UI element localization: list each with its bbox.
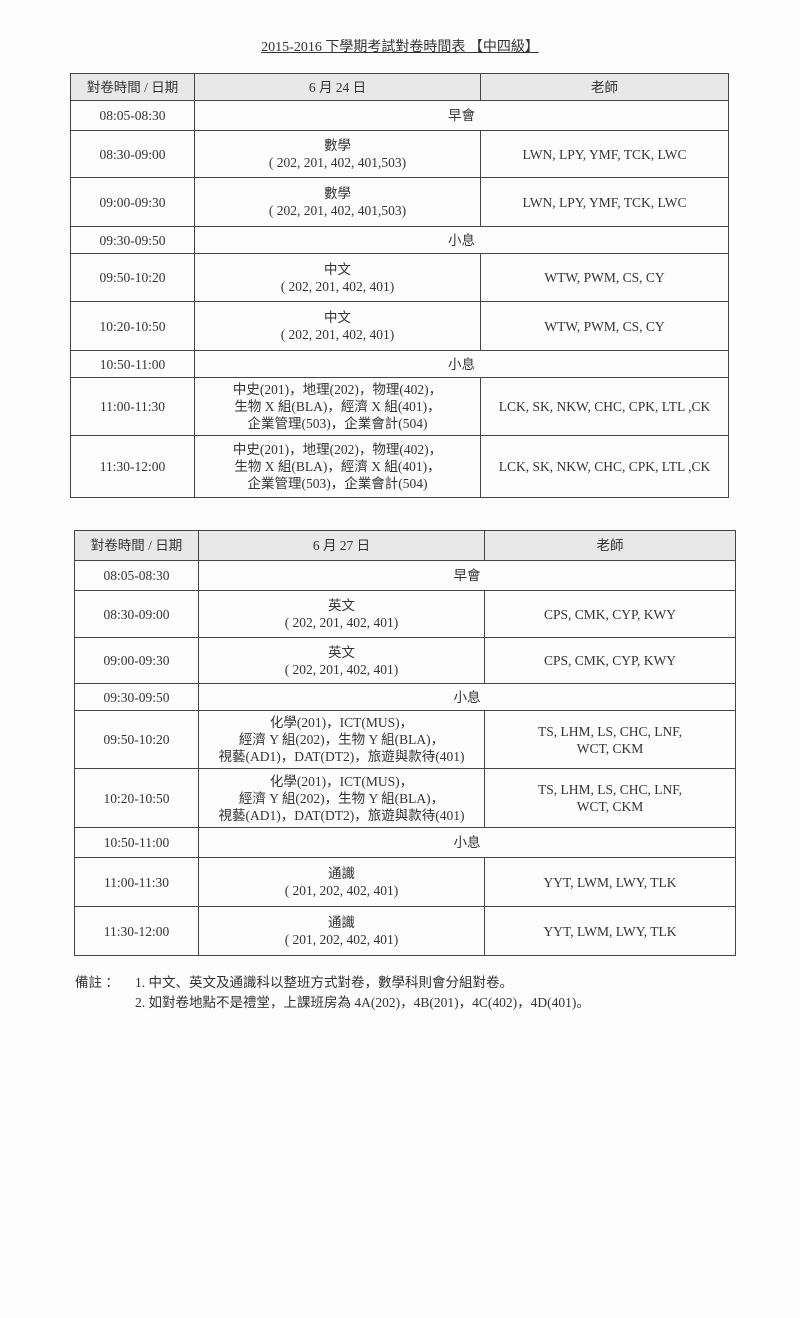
table-row: 09:00-09:30 英文 ( 202, 201, 402, 401) CPS, … <box>74 637 736 684</box>
remark-item: 1. 中文、英文及通識科以整班方式對卷，數學科則會分組對卷。 <box>135 975 513 990</box>
subject-cell: 化學(201)，ICT(MUS)， 經濟 Y 組(202)，生物 Y 組(BLA… <box>198 710 485 769</box>
time-header: 對卷時間 / 日期 <box>74 530 199 561</box>
break-cell: 小息 <box>198 683 736 711</box>
teachers-cell: CPS, CMK, CYP, KWY <box>484 637 736 684</box>
subject-cell: 通識 ( 201, 202, 402, 401) <box>198 857 485 907</box>
teacher-header: 老師 <box>480 73 729 101</box>
time-cell: 11:30-12:00 <box>70 435 195 498</box>
teachers-cell: TS, LHM, LS, CHC, LNF, WCT, CKM <box>484 710 736 769</box>
teachers-cell: WTW, PWM, CS, CY <box>480 301 729 351</box>
subject-cell: 英文 ( 202, 201, 402, 401) <box>198 590 485 638</box>
teachers-cell: WTW, PWM, CS, CY <box>480 253 729 302</box>
time-cell: 09:50-10:20 <box>74 710 199 769</box>
table-row: 08:30-09:00 數學 ( 202, 201, 402, 401,503) L… <box>70 130 729 178</box>
break-cell: 小息 <box>198 827 736 858</box>
time-cell: 11:00-11:30 <box>70 377 195 436</box>
table-row: 11:00-11:30 通識 ( 201, 202, 402, 401) YYT, … <box>74 857 736 907</box>
table-row: 08:30-09:00 英文 ( 202, 201, 402, 401) CPS, … <box>74 590 736 638</box>
remarks: 備註 ： 1. 中文、英文及通識科以整班方式對卷，數學科則會分組對卷。 2. 如… <box>75 973 590 1013</box>
table-row: 11:30-12:00 中史(201)，地理(202)，物理(402)， 生物 X… <box>70 435 729 498</box>
subject-cell: 中史(201)，地理(202)，物理(402)， 生物 X 組(BLA)，經濟 … <box>194 377 481 436</box>
subject-cell: 中文 ( 202, 201, 402, 401) <box>194 253 481 302</box>
time-header: 對卷時間 / 日期 <box>70 73 195 101</box>
time-cell: 09:30-09:50 <box>70 226 195 254</box>
break-cell: 早會 <box>194 100 729 131</box>
date-header: 6 月 27 日 <box>198 530 485 561</box>
teachers-cell: LCK, SK, NKW, CHC, CPK, LTL ,CK <box>480 377 729 436</box>
remark-item: 2. 如對卷地點不是禮堂，上課班房為 4A(202)，4B(201)，4C(40… <box>135 995 590 1010</box>
teachers-cell: LCK, SK, NKW, CHC, CPK, LTL ,CK <box>480 435 729 498</box>
subject-cell: 中文 ( 202, 201, 402, 401) <box>194 301 481 351</box>
subject-cell: 數學 ( 202, 201, 402, 401,503) <box>194 130 481 178</box>
table-row: 10:50-11:00 小息 <box>74 827 736 858</box>
teachers-cell: YYT, LWM, LWY, TLK <box>484 906 736 956</box>
time-cell: 10:20-10:50 <box>70 301 195 351</box>
table-row: 08:05-08:30 早會 <box>74 560 736 591</box>
table-row: 11:00-11:30 中史(201)，地理(202)，物理(402)， 生物 X… <box>70 377 729 436</box>
subject-cell: 化學(201)，ICT(MUS)， 經濟 Y 組(202)，生物 Y 組(BLA… <box>198 768 485 828</box>
schedule-table-june-27: 對卷時間 / 日期 6 月 27 日老師 08:05-08:30 早會 08:30-09… <box>74 530 736 956</box>
table-row: 09:30-09:50 小息 <box>70 226 729 254</box>
teachers-cell: CPS, CMK, CYP, KWY <box>484 590 736 638</box>
teachers-cell: YYT, LWM, LWY, TLK <box>484 857 736 907</box>
table-row: 11:30-12:00 通識 ( 201, 202, 402, 401) YYT, … <box>74 906 736 956</box>
time-cell: 10:50-11:00 <box>70 350 195 378</box>
teachers-cell: LWN, LPY, YMF, TCK, LWC <box>480 177 729 227</box>
table-row: 10:20-10:50 中文 ( 202, 201, 402, 401) WTW, … <box>70 301 729 351</box>
subject-cell: 英文 ( 202, 201, 402, 401) <box>198 637 485 684</box>
time-cell: 08:05-08:30 <box>70 100 195 131</box>
subject-cell: 數學 ( 202, 201, 402, 401,503) <box>194 177 481 227</box>
teachers-cell: LWN, LPY, YMF, TCK, LWC <box>480 130 729 178</box>
table-row: 09:50-10:20 中文 ( 202, 201, 402, 401) WTW, … <box>70 253 729 302</box>
time-cell: 11:30-12:00 <box>74 906 199 956</box>
table-row: 09:00-09:30 數學 ( 202, 201, 402, 401,503) L… <box>70 177 729 227</box>
time-cell: 11:00-11:30 <box>74 857 199 907</box>
table-row: 10:20-10:50 化學(201)，ICT(MUS)， 經濟 Y 組(202)… <box>74 768 736 828</box>
header-row: 對卷時間 / 日期 6 月 24 日老師 <box>70 73 729 101</box>
table-row: 10:50-11:00 小息 <box>70 350 729 378</box>
date-header: 6 月 24 日 <box>194 73 481 101</box>
time-cell: 08:30-09:00 <box>70 130 195 178</box>
subject-cell: 通識 ( 201, 202, 402, 401) <box>198 906 485 956</box>
time-cell: 09:30-09:50 <box>74 683 199 711</box>
teacher-header: 老師 <box>484 530 736 561</box>
time-cell: 10:20-10:50 <box>74 768 199 828</box>
table-row: 08:05-08:30 早會 <box>70 100 729 131</box>
time-cell: 09:00-09:30 <box>74 637 199 684</box>
schedule-table-june-24: 對卷時間 / 日期 6 月 24 日老師 08:05-08:30 早會 08:30-09… <box>70 73 729 498</box>
time-cell: 09:00-09:30 <box>70 177 195 227</box>
header-row: 對卷時間 / 日期 6 月 27 日老師 <box>74 530 736 561</box>
break-cell: 小息 <box>194 350 729 378</box>
break-cell: 小息 <box>194 226 729 254</box>
time-cell: 10:50-11:00 <box>74 827 199 858</box>
break-cell: 早會 <box>198 560 736 591</box>
page-title: 2015-2016 下學期考試對卷時間表 【中四級】 <box>261 40 539 55</box>
subject-cell: 中史(201)，地理(202)，物理(402)， 生物 X 組(BLA)，經濟 … <box>194 435 481 498</box>
teachers-cell: TS, LHM, LS, CHC, LNF, WCT, CKM <box>484 768 736 828</box>
time-cell: 09:50-10:20 <box>70 253 195 302</box>
table-row: 09:50-10:20 化學(201)，ICT(MUS)， 經濟 Y 組(202)… <box>74 710 736 769</box>
time-cell: 08:30-09:00 <box>74 590 199 638</box>
table-row: 09:30-09:50 小息 <box>74 683 736 711</box>
time-cell: 08:05-08:30 <box>74 560 199 591</box>
remarks-label: 備註 ： <box>75 975 119 990</box>
